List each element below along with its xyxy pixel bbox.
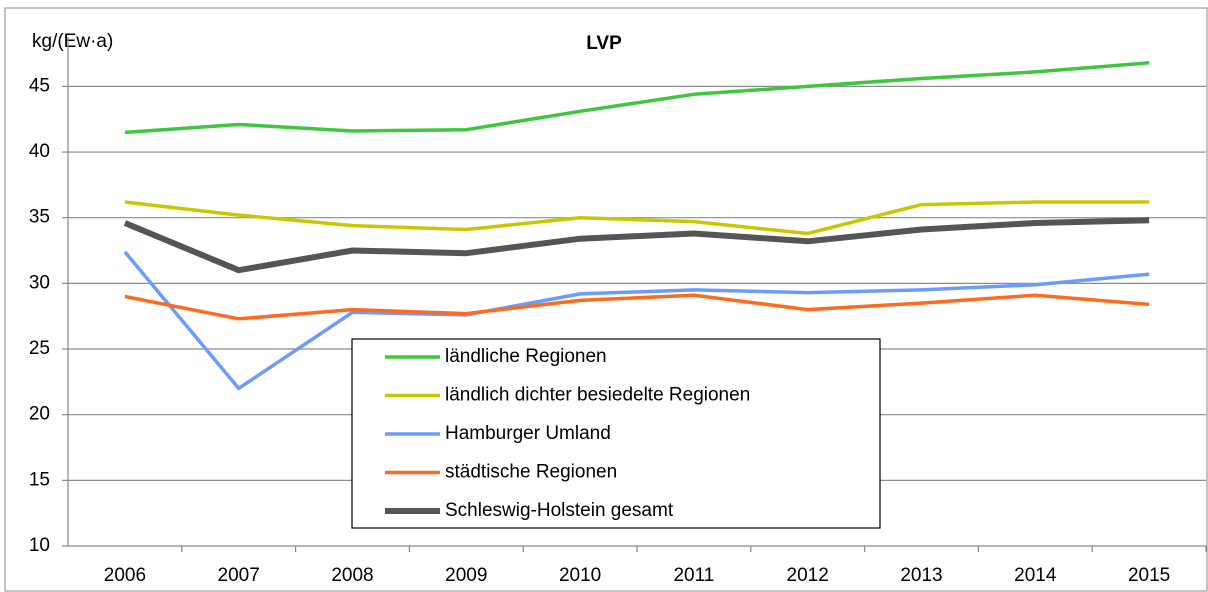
y-tick-label: 10	[29, 535, 50, 556]
x-tick-label: 2015	[1128, 565, 1170, 586]
y-tick-label: 35	[29, 207, 50, 228]
x-tick-label: 2012	[787, 565, 829, 586]
legend-label: ländlich dichter besiedelte Regionen	[445, 385, 750, 406]
x-tick-label: 2014	[1014, 565, 1057, 586]
data-line	[124, 200, 1150, 236]
x-tick-label: 2008	[331, 565, 373, 586]
y-tick-label: 15	[29, 469, 50, 490]
data-line	[123, 217, 1150, 274]
chart-title: LVP	[586, 33, 622, 54]
legend-label: Schleswig-Holstein gesamt	[445, 500, 674, 521]
x-tick-label: 2007	[218, 565, 260, 586]
x-tick-label: 2011	[673, 565, 714, 586]
chart-frame	[4, 7, 1208, 592]
y-tick-label: 30	[29, 272, 50, 293]
legend-label: Hamburger Umland	[445, 423, 611, 444]
legend-label: ländliche Regionen	[445, 346, 607, 367]
data-line	[124, 61, 1150, 135]
y-axis-label: kg/(Ew·a)	[32, 31, 113, 52]
legend-label: städtische Regionen	[445, 462, 617, 483]
x-tick-label: 2009	[445, 565, 487, 586]
data-line	[124, 293, 1150, 321]
y-tick-label: 40	[29, 141, 50, 162]
x-tick-label: 2010	[559, 565, 601, 586]
y-tick-label: 45	[29, 75, 50, 96]
y-tick-label: 20	[29, 404, 50, 425]
x-tick-label: 2013	[900, 565, 942, 586]
data-line	[123, 250, 1150, 391]
x-tick-label: 2006	[104, 565, 146, 586]
y-tick-label: 25	[29, 338, 50, 359]
